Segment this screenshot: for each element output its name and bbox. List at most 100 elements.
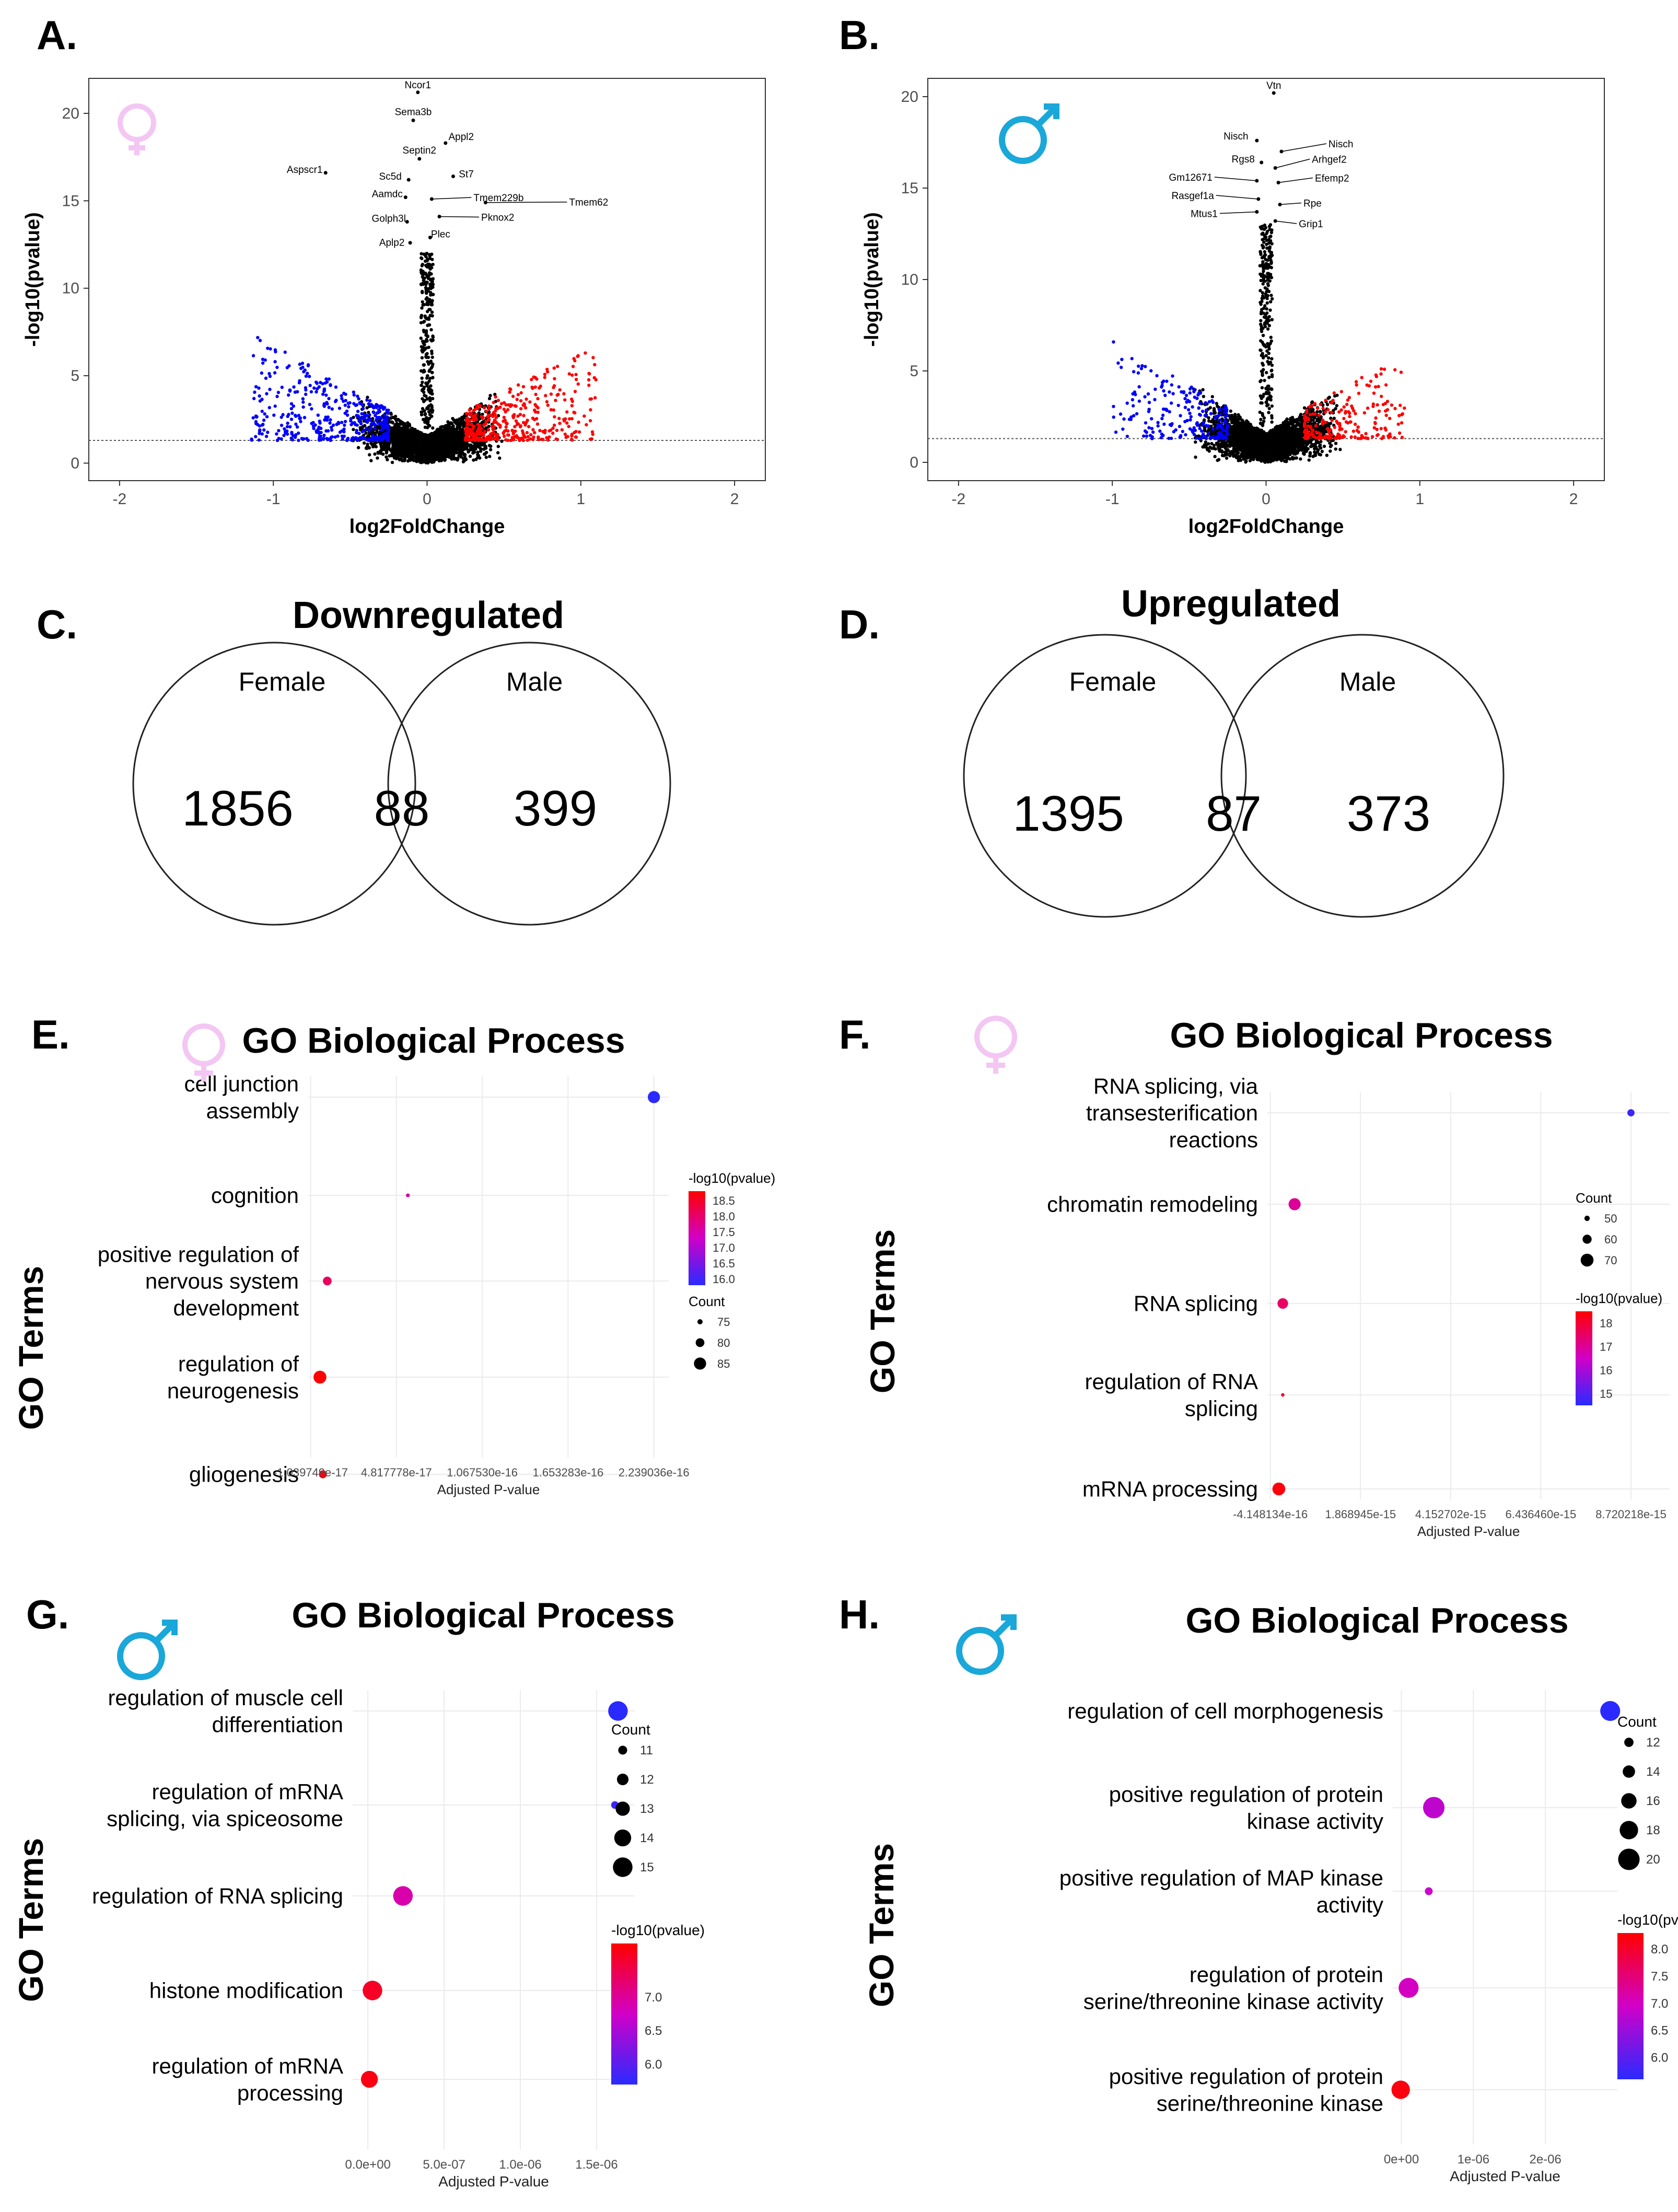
point-down: [310, 407, 313, 410]
point-ns: [448, 437, 451, 440]
point-up: [567, 425, 570, 428]
point-down: [326, 438, 329, 441]
point-down: [376, 438, 379, 441]
point-down: [346, 402, 349, 405]
point-down: [369, 426, 372, 429]
point-up: [468, 413, 471, 416]
point-up: [546, 404, 550, 407]
point-ns: [483, 445, 486, 448]
point-up: [525, 398, 528, 401]
point-ns: [420, 383, 423, 387]
point-ns: [410, 458, 413, 461]
point-down: [339, 430, 342, 434]
point-up: [570, 438, 574, 441]
point-up: [553, 424, 556, 427]
point-ns: [421, 397, 424, 400]
point-up: [488, 435, 492, 438]
point-ns: [440, 425, 444, 428]
point-up: [517, 393, 520, 396]
point-ns: [388, 447, 391, 450]
point-down: [308, 403, 311, 406]
point-down: [292, 404, 295, 408]
point-down: [254, 420, 258, 423]
point-up: [565, 422, 568, 425]
point-up: [558, 388, 561, 391]
point-up: [510, 403, 513, 406]
x-tick-label: 1: [1415, 491, 1424, 508]
point-ns: [421, 304, 424, 307]
point-ns: [418, 460, 422, 463]
point-label: Aplp2: [379, 238, 405, 249]
point-ns: [465, 445, 468, 448]
point-up: [465, 423, 469, 426]
point-ns: [474, 447, 477, 450]
point-ns: [376, 451, 379, 454]
point-down: [290, 417, 293, 421]
point-down: [273, 371, 276, 374]
point-ns: [485, 456, 488, 459]
y-tick-label: 0: [910, 454, 918, 471]
point-ns: [463, 459, 466, 462]
point-up: [557, 417, 561, 420]
point-ns: [421, 356, 424, 359]
point-ns: [428, 253, 431, 256]
point-down: [328, 406, 331, 409]
point-ns: [427, 265, 430, 269]
point-ns: [428, 416, 431, 420]
point-up: [535, 417, 538, 420]
point-down: [310, 390, 313, 393]
point-up: [595, 378, 598, 381]
point-ns: [420, 336, 423, 340]
point-ns: [431, 452, 434, 455]
point-down: [329, 439, 332, 442]
point-down: [331, 408, 334, 411]
point-ns: [399, 446, 402, 449]
point-ns: [420, 256, 423, 259]
point-up: [521, 429, 524, 433]
point-up: [536, 406, 539, 409]
point-down: [274, 348, 277, 352]
point-down: [286, 422, 289, 425]
point-down: [258, 428, 261, 432]
point-ns: [430, 258, 434, 261]
point-down: [303, 416, 306, 419]
point-down: [365, 414, 368, 417]
point-down: [358, 437, 361, 440]
point-down: [312, 387, 316, 390]
point-down: [260, 371, 263, 375]
point-up: [516, 414, 519, 417]
point-down: [375, 411, 378, 414]
point-down: [290, 432, 294, 435]
point-ns: [431, 426, 434, 429]
point-ns: [421, 263, 424, 266]
point-ns: [488, 444, 491, 447]
point-ns: [1323, 445, 1326, 448]
point-up: [467, 437, 470, 440]
point-ns: [444, 424, 447, 427]
point-up: [590, 437, 593, 440]
point-down: [346, 413, 349, 416]
point-down: [336, 435, 339, 438]
point-down: [321, 382, 324, 385]
point-up: [573, 431, 576, 434]
point-down: [304, 393, 307, 396]
point-up: [527, 425, 530, 428]
point-up: [482, 416, 485, 419]
point-up: [475, 417, 478, 421]
point-up: [483, 406, 486, 409]
point-up: [544, 394, 547, 397]
point-down: [386, 415, 389, 418]
point-down: [258, 432, 261, 435]
point-ns: [426, 397, 429, 400]
point-up: [468, 408, 471, 411]
point-ns: [430, 310, 434, 313]
point-down: [315, 429, 318, 433]
point-down: [367, 429, 370, 432]
point-labeled: [412, 119, 415, 122]
point-down: [344, 404, 347, 407]
point-labeled: [404, 195, 407, 199]
point-down: [286, 366, 289, 369]
point-up: [485, 438, 488, 441]
point-up: [521, 439, 525, 442]
